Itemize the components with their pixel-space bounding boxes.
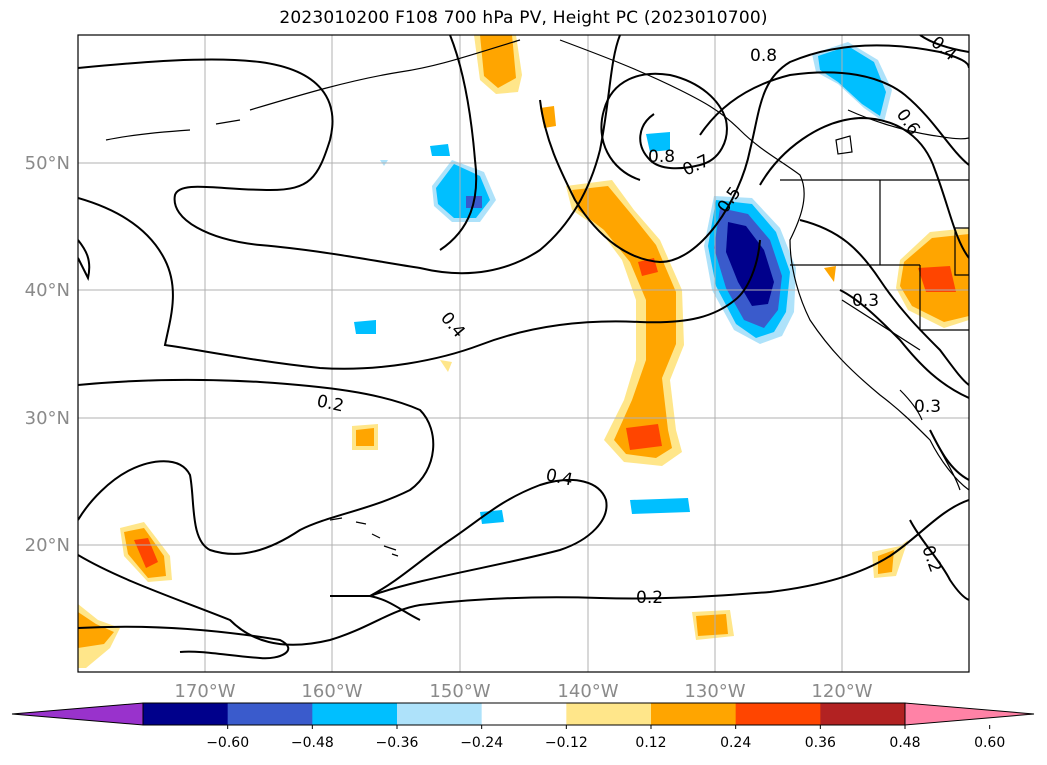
colorbar-tick-label: −0.36 (376, 735, 419, 751)
colorbar-segment (227, 703, 313, 725)
lat-tick-label: 40°N (25, 280, 70, 301)
colorbar-ticks: −0.60 −0.48 −0.36 −0.24 −0.12 0.12 0.24 0.36 0.4… (206, 725, 1005, 751)
colorbar-tick-label: 0.24 (720, 735, 751, 751)
colorbar: −0.60 −0.48 −0.36 −0.24 −0.12 0.12 0.24 0.36 0.4… (11, 702, 1035, 751)
lat-tick-label: 20°N (25, 535, 70, 556)
colorbar-tick-label: 0.12 (635, 735, 666, 751)
pv-shading (78, 35, 969, 668)
colorbar-left-extension (12, 703, 143, 725)
lat-tick-label: 50°N (25, 153, 70, 174)
colorbar-segment (312, 703, 398, 725)
colorbar-segments (12, 703, 1034, 725)
colorbar-segment (143, 703, 229, 725)
colorbar-segment (397, 703, 483, 725)
colorbar-tick-label: 0.36 (805, 735, 836, 751)
colorbar-segment (481, 703, 567, 725)
contour-label: 0.8 (648, 147, 675, 167)
colorbar-tick-label: 0.48 (889, 735, 920, 751)
contour-label-group: 0.8 0.8 0.7 0.6 0.5 0.4 0.4 0.3 0.3 0.2 … (315, 35, 960, 608)
colorbar-right-extension (905, 703, 1034, 725)
gridlines (78, 35, 969, 672)
lat-tick-label: 30°N (25, 408, 70, 429)
colorbar-tick-label: −0.60 (206, 735, 249, 751)
lon-tick-label: 170°W (174, 681, 235, 702)
colorbar-tick-label: 0.60 (974, 735, 1005, 751)
latitude-labels: 50°N 40°N 30°N 20°N (25, 153, 70, 556)
colorbar-segment (566, 703, 652, 725)
colorbar-tick-label: −0.48 (291, 735, 334, 751)
contour-label: 0.3 (852, 291, 879, 311)
lon-tick-label: 120°W (811, 681, 872, 702)
map-background (78, 35, 969, 672)
contour-label: 0.8 (750, 46, 777, 66)
lon-tick-label: 150°W (429, 681, 490, 702)
colorbar-segment (651, 703, 737, 725)
colorbar-tick-label: −0.12 (545, 735, 588, 751)
map-frame (77, 34, 970, 673)
height-contours (78, 35, 969, 660)
lon-tick-label: 160°W (301, 681, 362, 702)
contour-label: 0.3 (914, 397, 941, 417)
longitude-labels: 170°W 160°W 150°W 140°W 130°W 120°W (174, 681, 872, 702)
lon-tick-label: 140°W (557, 681, 618, 702)
colorbar-segment (820, 703, 906, 725)
map-title: 2023010200 F108 700 hPa PV, Height PC (2… (279, 8, 768, 28)
lon-tick-label: 130°W (684, 681, 745, 702)
colorbar-segment (735, 703, 821, 725)
colorbar-outline (142, 702, 906, 726)
colorbar-tick-label: −0.24 (460, 735, 503, 751)
contour-label: 0.2 (636, 588, 663, 608)
